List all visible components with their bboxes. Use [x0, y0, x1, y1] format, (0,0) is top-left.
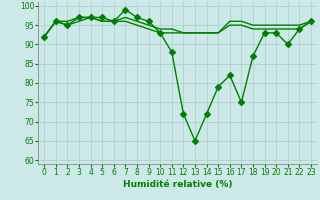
- X-axis label: Humidité relative (%): Humidité relative (%): [123, 180, 232, 189]
